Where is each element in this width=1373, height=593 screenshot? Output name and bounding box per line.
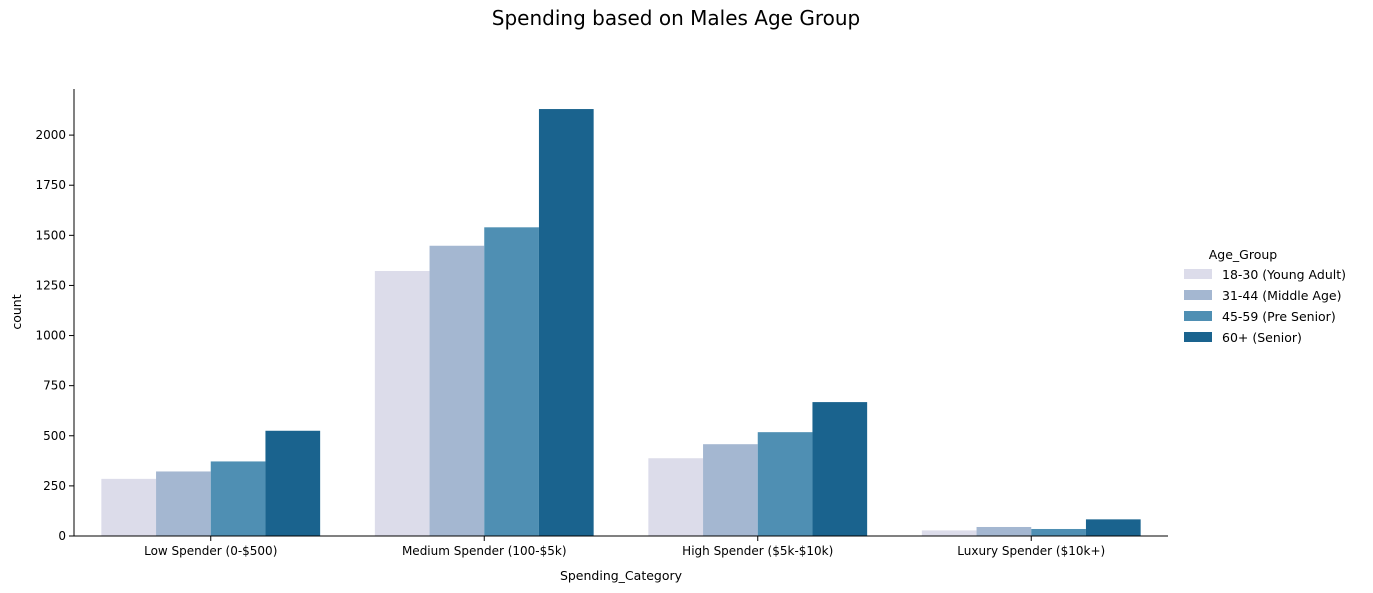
- bar-4-1: [265, 430, 321, 536]
- bar-4-3: [812, 402, 868, 536]
- bar-3-4: [1031, 528, 1086, 536]
- bar-1-3: [648, 458, 704, 536]
- bar-4-2: [538, 109, 594, 536]
- bar-2-3: [703, 444, 758, 536]
- legend-swatch: [1184, 311, 1212, 321]
- x-tick-label: Medium Spender (100-$5k): [402, 544, 567, 558]
- legend-swatch: [1184, 290, 1212, 300]
- bar-2-4: [976, 526, 1032, 536]
- legend-title: Age_Group: [1209, 247, 1278, 262]
- bar-4-4: [1085, 519, 1141, 536]
- x-tick-label: Luxury Spender ($10k+): [957, 544, 1105, 558]
- legend-label: 31-44 (Middle Age): [1222, 288, 1342, 303]
- bar-3-3: [757, 432, 813, 536]
- x-axis: Low Spender (0-$500) Medium Spender (100-…: [74, 535, 1168, 558]
- x-tick-label: High Spender ($5k-$10k): [682, 544, 833, 558]
- legend-swatch: [1184, 269, 1212, 279]
- bar-3-1: [210, 461, 266, 536]
- bar-1-4: [921, 530, 977, 536]
- y-tick-label: 1250: [35, 278, 66, 292]
- bar-3-2: [484, 227, 539, 536]
- y-axis-title: count: [9, 294, 24, 329]
- y-tick-label: 1000: [35, 329, 66, 343]
- legend: Age_Group 18-30 (Young Adult) 31-44 (Midd…: [1184, 247, 1346, 345]
- chart-title: Spending based on Males Age Group: [492, 6, 860, 30]
- x-tick-label: Low Spender (0-$500): [144, 544, 277, 558]
- bar-2-2: [429, 245, 485, 536]
- y-tick-label: 2000: [35, 128, 66, 142]
- legend-swatch: [1184, 332, 1212, 342]
- y-tick-label: 250: [43, 479, 66, 493]
- y-axis: 0 250 500 750 1000 1250 1500 1750 2000: [35, 89, 75, 543]
- bar-1-2: [374, 271, 430, 536]
- y-tick-label: 500: [43, 429, 66, 443]
- y-tick-label: 1500: [35, 228, 66, 242]
- bars-group: [101, 109, 1141, 536]
- legend-label: 45-59 (Pre Senior): [1222, 309, 1336, 324]
- bar-2-1: [156, 471, 211, 536]
- y-tick-label: 0: [58, 529, 66, 543]
- x-axis-title: Spending_Category: [560, 568, 683, 583]
- legend-label: 18-30 (Young Adult): [1222, 267, 1346, 282]
- legend-label: 60+ (Senior): [1222, 330, 1302, 345]
- bar-1-1: [101, 478, 157, 536]
- y-tick-label: 750: [43, 379, 66, 393]
- y-tick-label: 1750: [35, 178, 66, 192]
